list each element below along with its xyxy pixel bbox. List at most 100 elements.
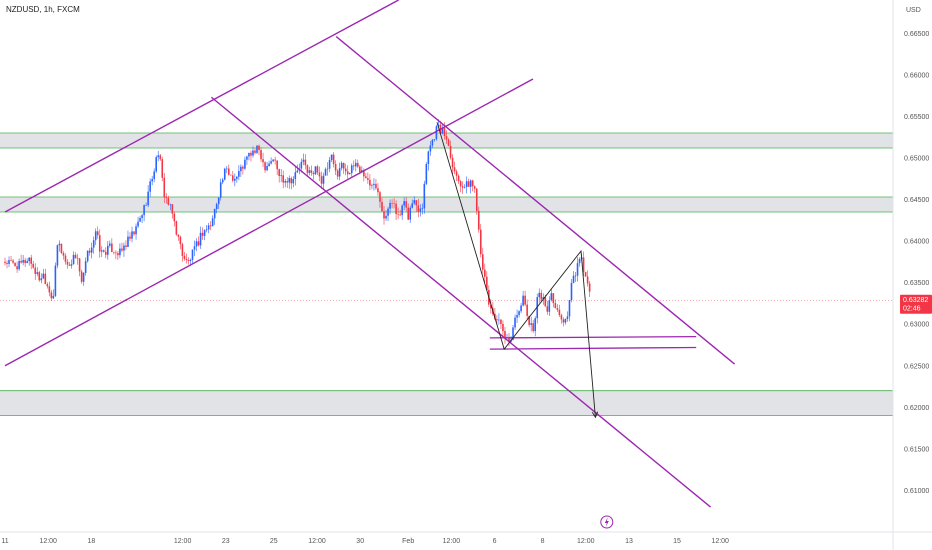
candle-body (250, 152, 252, 156)
candle-body (568, 300, 571, 317)
candle-body (461, 186, 464, 188)
candle-body (463, 186, 466, 188)
candle-body (102, 250, 105, 252)
candle-body (516, 315, 518, 318)
candle-body (121, 248, 123, 251)
candle-body (302, 159, 305, 162)
trend-line[interactable] (4, 0, 399, 213)
projection-path[interactable] (436, 122, 596, 418)
trend-line[interactable] (210, 96, 712, 508)
candle-body (50, 292, 53, 299)
y-tick-label: 0.63000 (904, 322, 929, 329)
candle-body (129, 236, 131, 239)
candle-body (276, 160, 278, 170)
candle-body (151, 179, 153, 182)
candle-body (193, 246, 196, 250)
candle-body (240, 166, 242, 172)
candle-body (369, 179, 371, 186)
candle-body (133, 231, 135, 235)
candle-body (260, 150, 262, 160)
candle-body (207, 225, 210, 230)
x-tick-label: Feb (402, 538, 414, 545)
candle-body (213, 209, 216, 219)
support-line[interactable] (489, 346, 697, 350)
candle-body (14, 262, 16, 267)
candle-body (135, 226, 137, 235)
candle-body (191, 249, 194, 260)
candle-body (183, 255, 186, 259)
trend-line[interactable] (335, 36, 736, 365)
candle-body (80, 271, 83, 282)
candle-body (336, 170, 339, 177)
candle-body (397, 214, 399, 215)
candle-body (163, 177, 166, 198)
candle-body (328, 160, 331, 169)
candle-body (100, 250, 103, 252)
candle-body (354, 162, 357, 167)
candle-body (36, 272, 39, 274)
candle-body (334, 163, 337, 171)
candle-body (377, 188, 379, 193)
x-tick-label: 18 (88, 538, 96, 545)
candle-body (54, 265, 57, 296)
candle-body (181, 244, 184, 256)
event-marker[interactable] (600, 515, 614, 529)
y-tick-label: 0.65000 (904, 155, 929, 162)
x-tick-label: 15 (673, 538, 681, 545)
candle-body (361, 170, 363, 173)
candle-body (238, 171, 240, 177)
candle-body (552, 293, 555, 304)
candles-layer (4, 119, 591, 347)
candle-body (199, 232, 202, 246)
candle-body (76, 258, 79, 259)
candle-body (481, 254, 484, 270)
candle-body (24, 260, 26, 264)
candle-body (46, 284, 49, 287)
candle-body (433, 139, 436, 140)
support-line[interactable] (489, 336, 697, 339)
candle-body (159, 155, 162, 160)
x-tick-label: 12:00 (39, 538, 57, 545)
candle-body (232, 175, 234, 181)
candle-body (264, 162, 266, 171)
candle-body (350, 165, 353, 174)
candle-body (139, 217, 141, 222)
candle-body (538, 292, 541, 298)
candle-body (64, 255, 67, 262)
candle-body (429, 145, 432, 152)
candle-body (352, 165, 355, 167)
candle-body (201, 232, 204, 236)
candle-body (459, 181, 462, 187)
candle-body (367, 178, 369, 180)
candle-body (445, 136, 448, 140)
candle-body (187, 260, 190, 261)
candle-body (244, 159, 246, 169)
candle-body (270, 161, 272, 164)
candle-body (536, 297, 539, 319)
candle-body (167, 198, 170, 205)
candle-body (209, 225, 212, 227)
candle-body (326, 168, 329, 170)
candle-body (421, 208, 424, 209)
candle-body (574, 275, 577, 277)
candle-body (189, 259, 192, 261)
candle-body (268, 163, 270, 167)
candle-body (177, 234, 180, 237)
candle-body (58, 243, 61, 246)
trend-line[interactable] (4, 78, 534, 367)
candle-body (123, 245, 125, 251)
candle-body (409, 207, 412, 220)
x-tick-label: 30 (356, 538, 364, 545)
candle-body (300, 161, 303, 169)
candle-body (324, 169, 327, 176)
candle-body (40, 278, 43, 281)
candle-body (304, 159, 307, 166)
x-tick-label: 12:00 (711, 538, 729, 545)
candle-body (185, 258, 188, 261)
candle-body (451, 157, 454, 168)
candle-body (383, 211, 385, 219)
candle-body (155, 157, 157, 172)
candle-body (94, 231, 97, 241)
